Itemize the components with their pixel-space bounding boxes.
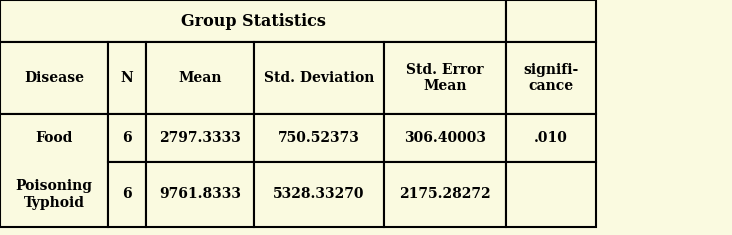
Text: 6: 6: [122, 131, 132, 145]
Text: Group Statistics: Group Statistics: [181, 12, 326, 30]
Bar: [146, 42, 254, 114]
Bar: [506, 0, 596, 42]
Bar: [254, 162, 384, 227]
Bar: [108, 114, 146, 162]
Text: N: N: [121, 71, 133, 85]
Text: Mean: Mean: [179, 71, 222, 85]
Bar: [254, 42, 384, 114]
Text: 6: 6: [122, 188, 132, 201]
Bar: [0, 0, 506, 42]
Text: Poisoning
Typhoid: Poisoning Typhoid: [15, 179, 92, 210]
Text: 750.52373: 750.52373: [278, 131, 360, 145]
Bar: [254, 114, 384, 162]
Bar: [384, 42, 506, 114]
Text: .010: .010: [534, 131, 568, 145]
Text: 5328.33270: 5328.33270: [273, 188, 365, 201]
Bar: [0, 42, 108, 114]
Bar: [506, 114, 596, 162]
Text: Std. Error
Mean: Std. Error Mean: [406, 63, 484, 93]
Text: 306.40003: 306.40003: [404, 131, 486, 145]
Bar: [506, 162, 596, 227]
Bar: [506, 42, 596, 114]
Bar: [0, 114, 108, 227]
Bar: [146, 114, 254, 162]
Text: 2175.28272: 2175.28272: [399, 188, 491, 201]
Bar: [108, 162, 146, 227]
Bar: [146, 162, 254, 227]
Bar: [384, 114, 506, 162]
Text: signifi-
cance: signifi- cance: [523, 63, 578, 93]
Text: Std. Deviation: Std. Deviation: [264, 71, 374, 85]
Text: Disease: Disease: [24, 71, 84, 85]
Text: Food: Food: [35, 131, 72, 145]
Text: 9761.8333: 9761.8333: [159, 188, 241, 201]
Bar: [108, 42, 146, 114]
Bar: [384, 162, 506, 227]
Text: 2797.3333: 2797.3333: [159, 131, 241, 145]
